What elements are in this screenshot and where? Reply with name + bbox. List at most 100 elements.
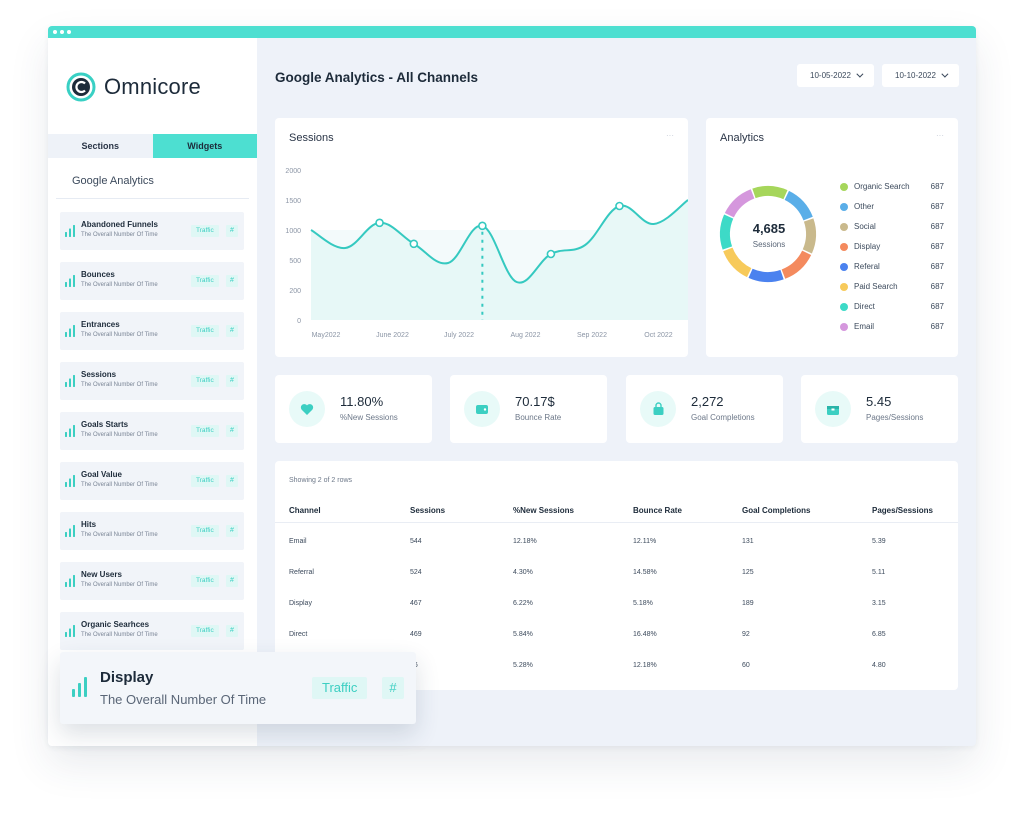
traffic-tag[interactable]: Traffic — [191, 225, 219, 237]
legend-value: 687 — [930, 242, 944, 251]
table-cell: 6.22% — [513, 600, 533, 607]
traffic-tag[interactable]: Traffic — [191, 275, 219, 287]
widget-item[interactable]: Goals Starts The Overall Number Of Time Tr… — [60, 412, 244, 450]
hash-button[interactable]: # — [226, 525, 238, 537]
hash-button[interactable]: # — [226, 325, 238, 337]
widget-item[interactable]: Hits The Overall Number Of Time Traffic # — [60, 512, 244, 550]
date-from-dropdown[interactable]: 10-05-2022 — [797, 64, 874, 87]
traffic-tag[interactable]: Traffic — [191, 625, 219, 637]
analytics-card: Analytics ··· 4,685 Sessions Organic Sea… — [706, 118, 958, 357]
widget-item[interactable]: Entrances The Overall Number Of Time Traff… — [60, 312, 244, 350]
hash-button[interactable]: # — [226, 425, 238, 437]
analytics-donut-chart — [720, 186, 816, 282]
widget-item[interactable]: Sessions The Overall Number Of Time Traffi… — [60, 362, 244, 400]
widget-item[interactable]: Bounces The Overall Number Of Time Traffic… — [60, 262, 244, 300]
x-tick-label: June 2022 — [376, 332, 409, 339]
x-tick-label: July 2022 — [444, 332, 474, 339]
legend-swatch — [840, 323, 848, 331]
legend-swatch — [840, 183, 848, 191]
widget-item[interactable]: Goal Value The Overall Number Of Time Traf… — [60, 462, 244, 500]
legend-label: Paid Search — [854, 282, 898, 291]
hash-button[interactable]: # — [226, 625, 238, 637]
widget-title: Display — [100, 669, 154, 686]
legend-item: Direct 687 — [840, 301, 944, 313]
traffic-tag[interactable]: Traffic — [191, 325, 219, 337]
legend-value: 687 — [930, 282, 944, 291]
channels-table-card: Showing 2 of 2 rows Channel Sessions %New … — [275, 461, 958, 690]
hash-button[interactable]: # — [226, 375, 238, 387]
donut-total: 4,685 — [752, 221, 786, 236]
table-cell: Referral — [289, 569, 314, 576]
bar-chart-icon — [65, 425, 75, 437]
stat-value: 2,272 — [691, 394, 724, 409]
table-cell: 5.84% — [513, 631, 533, 638]
table-cell: 6.85 — [872, 631, 886, 638]
table-cell: 125 — [742, 569, 754, 576]
card-menu-icon[interactable]: ··· — [936, 131, 944, 140]
widget-subtitle: The Overall Number Of Time — [81, 532, 158, 538]
column-header[interactable]: Pages/Sessions — [872, 506, 933, 515]
x-tick-label: Aug 2022 — [511, 332, 541, 339]
column-header[interactable]: %New Sessions — [513, 506, 574, 515]
card-menu-icon[interactable]: ··· — [666, 131, 674, 140]
data-point — [546, 249, 556, 259]
heart-icon — [289, 391, 325, 427]
app-window: Omnicore Sections Widgets Google Analyti… — [48, 26, 976, 746]
column-header[interactable]: Sessions — [410, 506, 446, 515]
window-dot-icon[interactable] — [60, 30, 64, 34]
data-point — [478, 221, 487, 231]
date-to-dropdown[interactable]: 10-10-2022 — [882, 64, 959, 87]
box-icon — [815, 391, 851, 427]
sidebar-divider — [56, 198, 249, 199]
widget-title: Goal Value — [81, 470, 122, 479]
column-header[interactable]: Bounce Rate — [633, 506, 682, 515]
hash-button[interactable]: # — [226, 225, 238, 237]
table-cell: 60 — [742, 662, 750, 669]
traffic-tag[interactable]: Traffic — [191, 475, 219, 487]
widget-item[interactable]: Abandoned Funnels The Overall Number Of T… — [60, 212, 244, 250]
traffic-tag[interactable]: Traffic — [191, 525, 219, 537]
hash-button[interactable]: # — [382, 677, 404, 699]
table-cell: 524 — [410, 569, 422, 576]
widget-subtitle: The Overall Number Of Time — [100, 692, 267, 707]
hash-button[interactable]: # — [226, 275, 238, 287]
table-cell: 5.18% — [633, 600, 653, 607]
tab-widgets[interactable]: Widgets — [152, 134, 257, 158]
traffic-tag[interactable]: Traffic — [312, 677, 368, 699]
analytics-card-title: Analytics — [720, 132, 765, 144]
omnicore-logo-icon — [66, 72, 96, 102]
traffic-tag[interactable]: Traffic — [191, 375, 219, 387]
legend-label: Referal — [854, 262, 880, 271]
y-tick-label: 1500 — [285, 198, 301, 205]
widget-title: Sessions — [81, 370, 117, 379]
legend-label: Other — [854, 202, 875, 211]
legend-value: 687 — [930, 322, 944, 331]
legend-label: Social — [854, 222, 876, 231]
widget-item[interactable]: Organic Searhces The Overall Number Of Ti… — [60, 612, 244, 650]
hash-button[interactable]: # — [226, 575, 238, 587]
logo[interactable]: Omnicore — [66, 72, 201, 102]
widget-subtitle: The Overall Number Of Time — [81, 582, 158, 588]
tab-sections[interactable]: Sections — [48, 134, 153, 158]
widget-subtitle: The Overall Number Of Time — [81, 482, 158, 488]
stat-card-bounce-rate: 70.17$ Bounce Rate — [450, 375, 607, 443]
table-cell: 469 — [410, 631, 422, 638]
window-dot-icon[interactable] — [53, 30, 57, 34]
traffic-tag[interactable]: Traffic — [191, 425, 219, 437]
widget-subtitle: The Overall Number Of Time — [81, 632, 158, 638]
bar-chart-icon — [65, 325, 75, 337]
column-header[interactable]: Channel — [289, 506, 321, 515]
column-header[interactable]: Goal Completions — [742, 506, 811, 515]
hash-button[interactable]: # — [226, 475, 238, 487]
bar-chart-icon — [72, 677, 87, 697]
dragged-widget-display[interactable]: Display The Overall Number Of Time Traff… — [60, 652, 416, 724]
traffic-tag[interactable]: Traffic — [191, 575, 219, 587]
widget-item[interactable]: New Users The Overall Number Of Time Traff… — [60, 562, 244, 600]
table-cell: 3.15 — [872, 600, 886, 607]
date-to-value: 10-10-2022 — [895, 71, 936, 80]
window-dot-icon[interactable] — [67, 30, 71, 34]
legend-item: Other 687 — [840, 201, 944, 213]
wallet-icon — [464, 391, 500, 427]
stat-label: Goal Completions — [691, 413, 755, 422]
legend-value: 687 — [930, 182, 944, 191]
